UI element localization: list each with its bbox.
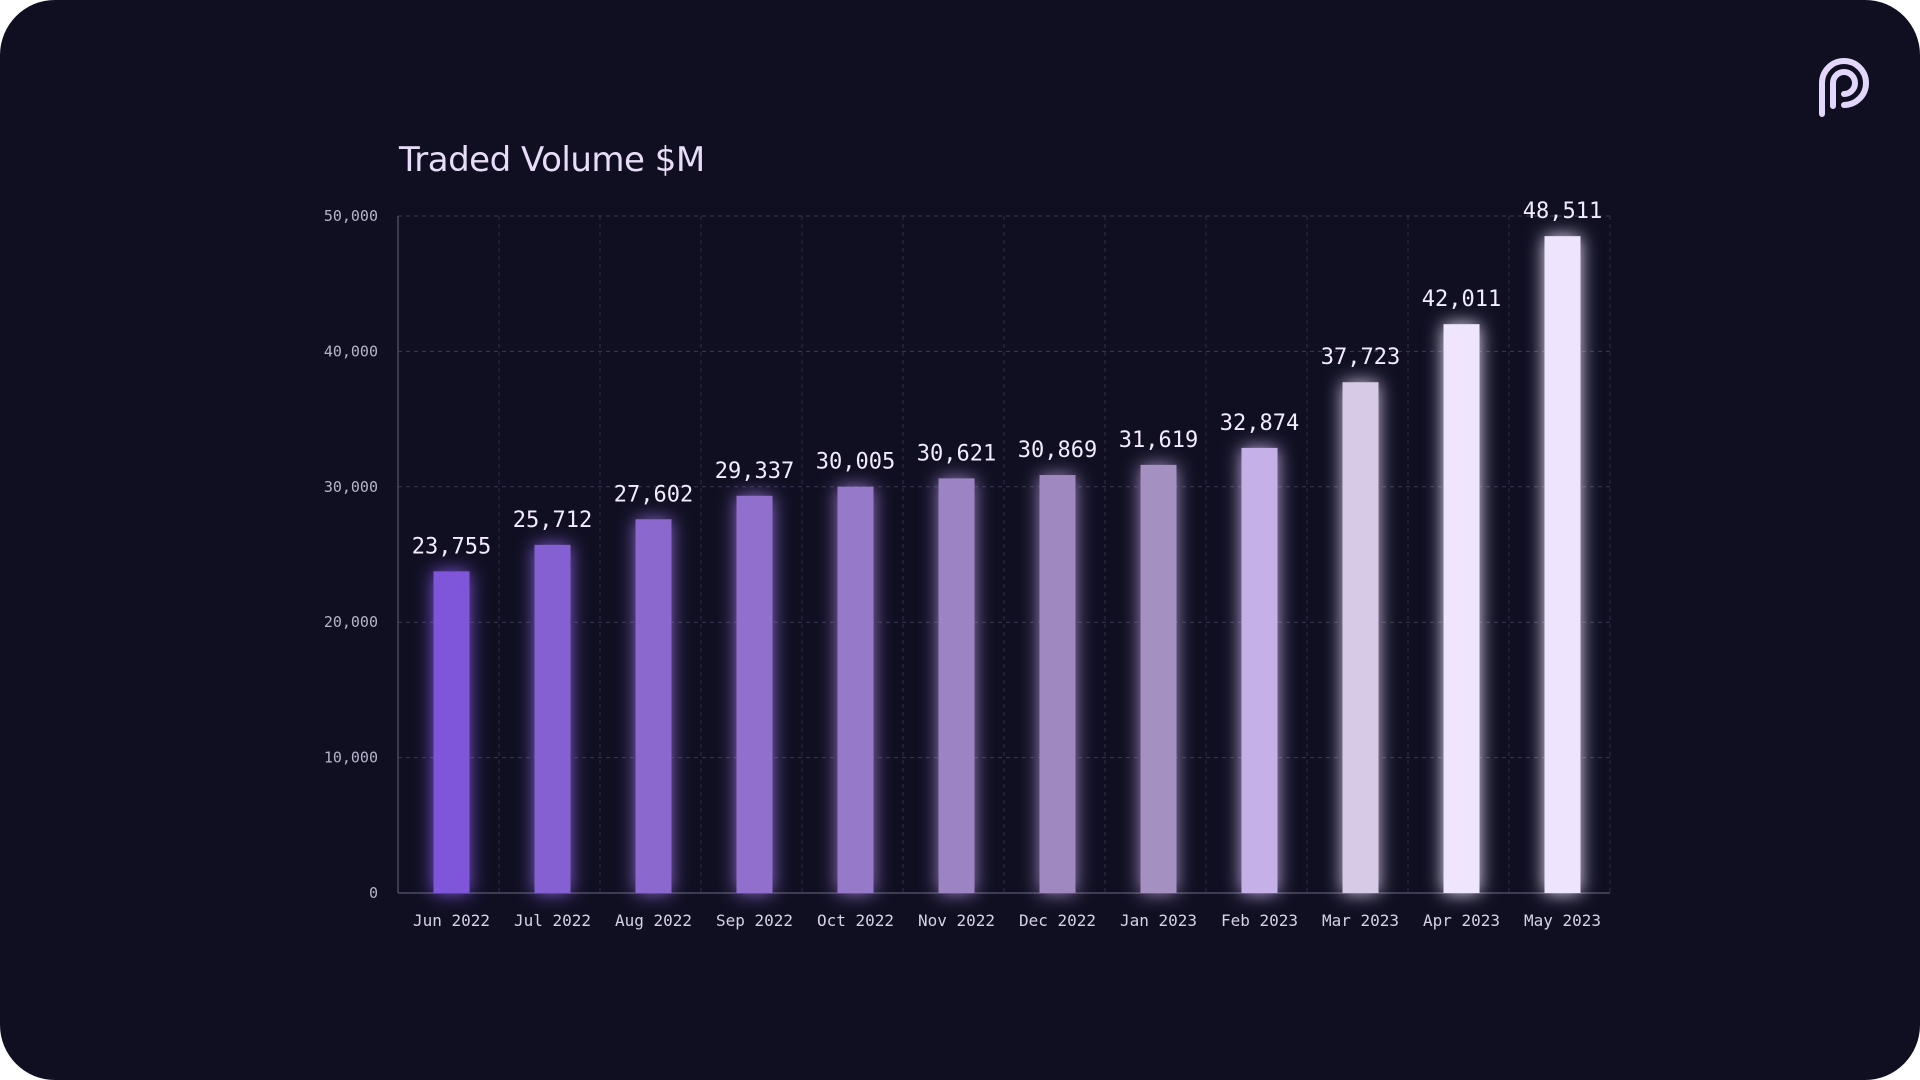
bar [1342, 382, 1379, 893]
y-tick-label: 10,000 [324, 749, 378, 767]
x-tick-label: May 2023 [1524, 911, 1601, 930]
x-tick-label: Dec 2022 [1019, 911, 1096, 930]
bars [433, 236, 1581, 894]
y-tick-label: 30,000 [324, 478, 378, 496]
bar [736, 495, 773, 893]
x-tick-label: Sep 2022 [716, 911, 793, 930]
x-tick-label: Aug 2022 [615, 911, 692, 930]
x-tick-label: Mar 2023 [1322, 911, 1399, 930]
bar [1140, 464, 1177, 893]
x-tick-label: Jan 2023 [1120, 911, 1197, 930]
bar [938, 478, 975, 893]
bar [1544, 236, 1581, 893]
bar [1039, 475, 1076, 893]
bar-value-label: 37,723 [1321, 345, 1400, 370]
bar-value-label: 30,005 [816, 450, 895, 475]
bar [433, 571, 470, 893]
x-tick-label: Apr 2023 [1423, 911, 1500, 930]
bar [534, 544, 571, 893]
chart-title: Traded Volume $M [399, 140, 705, 180]
bar-value-label: 30,869 [1018, 438, 1097, 463]
pyth-logo-icon [1819, 58, 1869, 117]
y-tick-label: 0 [369, 884, 378, 902]
labels: 0 10,000 20,000 30,000 40,000 50,000 23,755 Jun… [324, 199, 1602, 930]
x-tick-label: Nov 2022 [918, 911, 995, 930]
bar-value-label: 42,011 [1422, 287, 1501, 312]
bar [1443, 324, 1480, 894]
axes [397, 216, 1610, 894]
bar-value-label: 27,602 [614, 482, 693, 507]
bar [635, 519, 672, 893]
y-tick-label: 20,000 [324, 613, 378, 631]
x-tick-label: Feb 2023 [1221, 911, 1298, 930]
bar-value-label: 48,511 [1523, 199, 1602, 224]
bar-value-label: 30,621 [917, 441, 996, 466]
x-tick-label: Jun 2022 [413, 911, 490, 930]
bar-value-label: 29,337 [715, 459, 794, 484]
bar [1241, 447, 1278, 893]
bar-value-label: 31,619 [1119, 428, 1198, 453]
bar-value-label: 23,755 [412, 534, 491, 559]
x-tick-label: Oct 2022 [817, 911, 894, 930]
bar-value-label: 32,874 [1220, 411, 1299, 436]
grid-lines [398, 215, 1611, 893]
y-tick-label: 40,000 [324, 342, 378, 360]
bar-value-label: 25,712 [513, 508, 592, 533]
bar [837, 486, 874, 893]
x-tick-label: Jul 2022 [514, 911, 591, 930]
y-tick-label: 50,000 [324, 207, 378, 225]
